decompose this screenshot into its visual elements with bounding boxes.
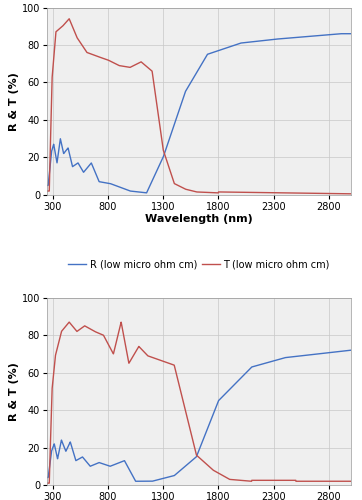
Y-axis label: R & T (%): R & T (%) <box>9 72 19 130</box>
Y-axis label: R & T (%): R & T (%) <box>9 362 19 421</box>
Legend: R (low micro ohm cm), T (low micro ohm cm): R (low micro ohm cm), T (low micro ohm c… <box>64 256 334 274</box>
X-axis label: Wavelength (nm): Wavelength (nm) <box>145 214 253 224</box>
